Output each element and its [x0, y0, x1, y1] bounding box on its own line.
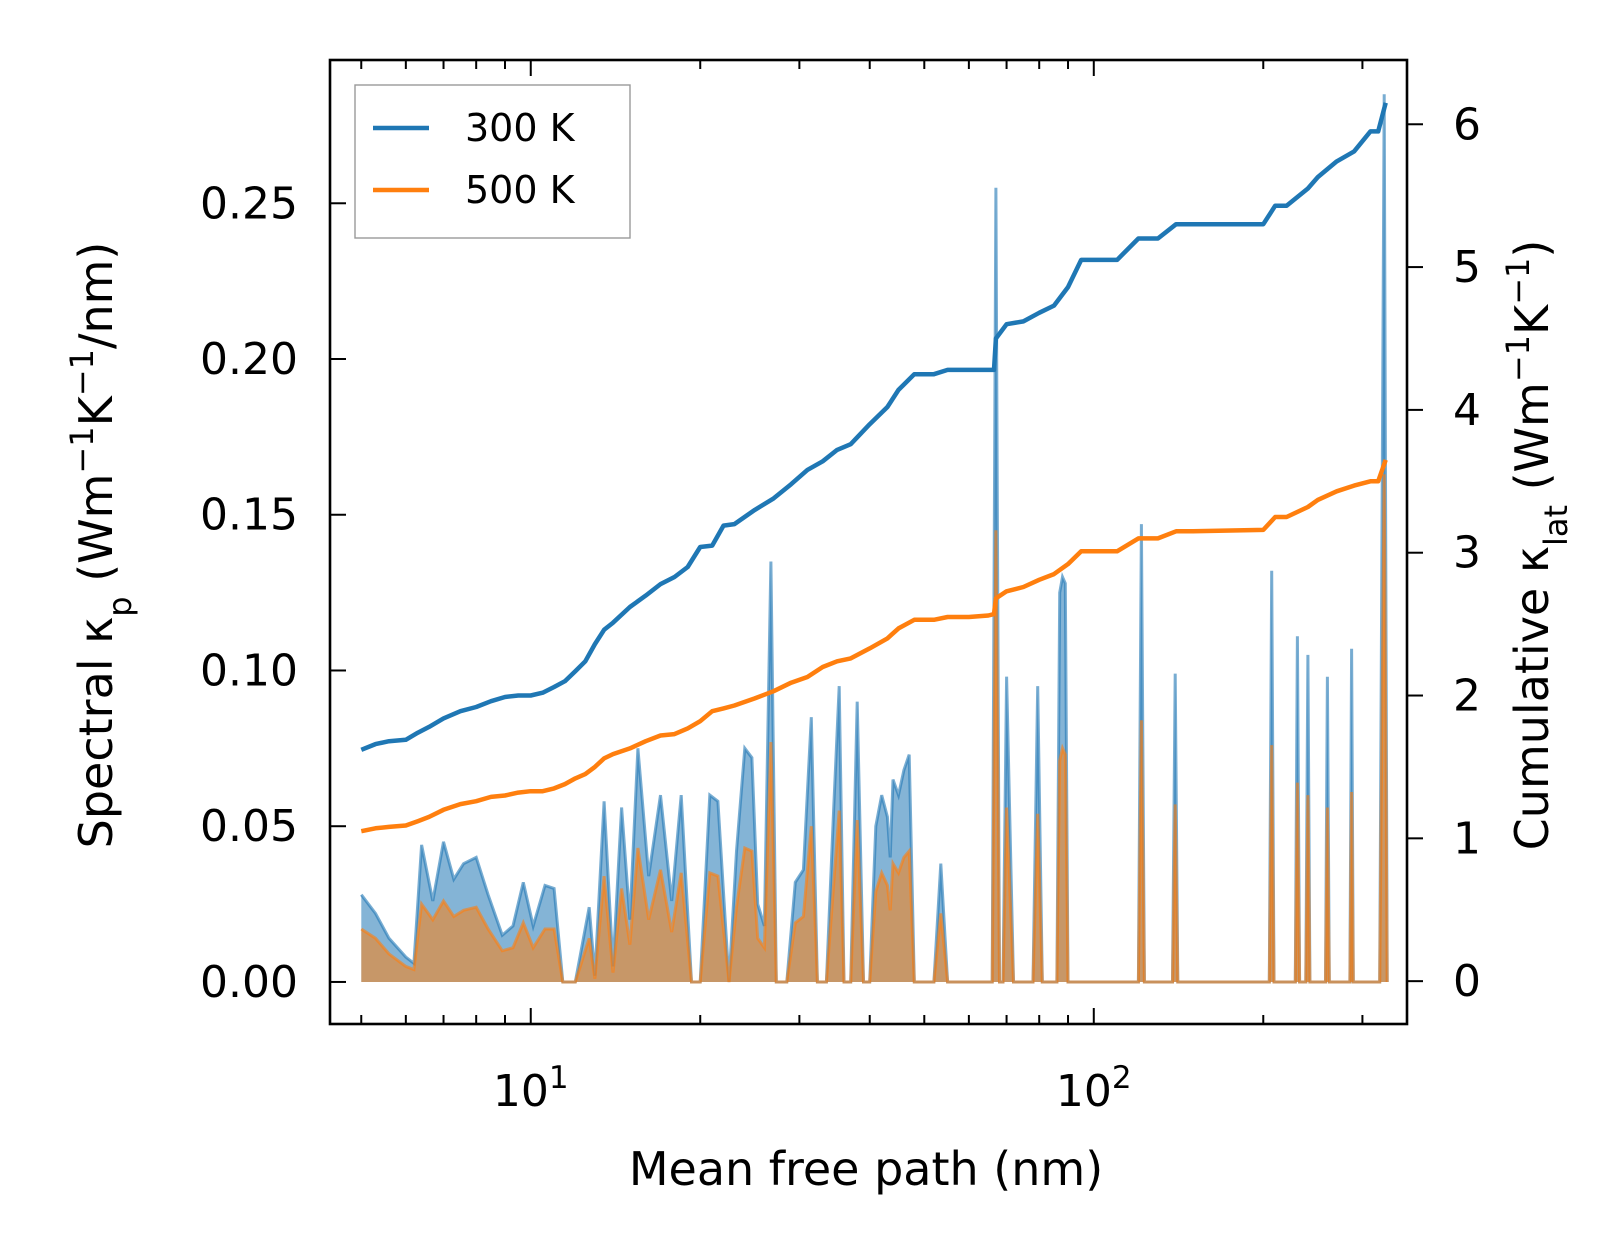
series-lines — [360, 102, 1388, 834]
legend-label-500k: 500 K — [465, 168, 576, 212]
right-y-axis-label: Cumulative κlat (Wm−1K−1) — [1499, 240, 1575, 851]
left-y-tick-label: 0.00 — [200, 957, 298, 1008]
right-y-tick-label: 3 — [1453, 528, 1481, 579]
legend: 300 K 500 K — [354, 84, 631, 239]
right-y-tick-label: 1 — [1453, 813, 1481, 864]
plot-frame — [328, 58, 1409, 1026]
legend-label-300k: 300 K — [465, 106, 576, 150]
right-y-tick-label: 5 — [1453, 242, 1481, 293]
cumulative-line-500k — [360, 459, 1388, 834]
tick-marks — [330, 60, 1423, 1024]
left-y-tick-label: 0.10 — [200, 645, 298, 696]
tick-labels: 101 102 0.00 0.05 0.10 0.15 0.20 0.25 0 1 2 3 4 5 6 — [200, 99, 1481, 1117]
right-y-tick-label: 0 — [1453, 956, 1481, 1007]
left-y-tick-label: 0.05 — [200, 801, 298, 852]
legend-box — [354, 84, 631, 239]
left-y-tick-label: 0.15 — [200, 490, 298, 541]
spectral-fills — [360, 94, 1389, 984]
spectral-area-300k — [361, 94, 1388, 983]
spectral-area-500k — [361, 474, 1388, 982]
x-axis-label: Mean free path (nm) — [629, 1142, 1103, 1196]
left-y-tick-label: 0.25 — [200, 178, 298, 229]
x-tick-label: 102 — [1056, 1060, 1132, 1117]
cumulative-line-300k — [360, 102, 1388, 752]
left-y-axis-label: Spectral κp (Wm−1K−1/nm) — [63, 242, 139, 849]
x-tick-label: 101 — [493, 1060, 569, 1117]
right-y-tick-label: 6 — [1453, 99, 1481, 150]
right-y-tick-label: 2 — [1453, 671, 1481, 722]
right-y-tick-label: 4 — [1453, 385, 1481, 436]
left-y-tick-label: 0.20 — [200, 334, 298, 385]
spectral-line-500k — [360, 474, 1389, 984]
